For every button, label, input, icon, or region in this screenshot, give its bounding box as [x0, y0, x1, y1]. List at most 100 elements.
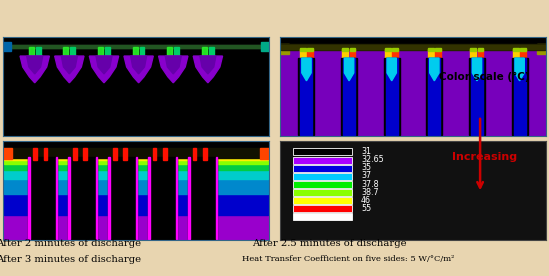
Polygon shape — [124, 56, 153, 83]
Polygon shape — [159, 56, 188, 83]
Polygon shape — [427, 58, 442, 135]
Bar — [216, 157, 217, 239]
Polygon shape — [89, 56, 119, 83]
Bar — [70, 47, 75, 56]
Polygon shape — [200, 56, 216, 74]
Polygon shape — [386, 58, 397, 135]
Text: 46: 46 — [361, 196, 371, 205]
Bar — [73, 148, 76, 160]
Text: After 2 minutes of discharge: After 2 minutes of discharge — [0, 239, 141, 248]
Bar — [4, 158, 268, 160]
Bar — [4, 193, 268, 215]
Bar — [520, 48, 526, 51]
Bar — [470, 49, 476, 58]
Bar — [193, 148, 197, 160]
Bar — [176, 157, 177, 239]
Text: Increasing: Increasing — [452, 152, 517, 162]
Bar — [478, 48, 483, 51]
Bar — [293, 156, 352, 163]
Bar — [96, 157, 97, 239]
Polygon shape — [471, 58, 483, 135]
Bar — [29, 47, 33, 56]
Text: 35: 35 — [361, 163, 371, 172]
Bar — [4, 45, 268, 47]
Bar — [167, 47, 172, 56]
Text: Color scale (°C): Color scale (°C) — [439, 72, 530, 82]
Polygon shape — [300, 58, 312, 135]
Polygon shape — [131, 56, 147, 74]
Bar — [260, 148, 271, 159]
Bar — [139, 47, 144, 56]
Polygon shape — [61, 56, 77, 74]
Bar — [188, 157, 217, 239]
Bar — [133, 47, 138, 56]
Text: 37: 37 — [361, 171, 371, 181]
Bar — [281, 44, 545, 50]
Bar — [281, 48, 545, 135]
Bar — [4, 148, 268, 158]
Bar — [68, 157, 70, 239]
Bar — [148, 157, 177, 239]
Bar — [385, 48, 391, 51]
Bar — [435, 48, 441, 51]
Bar — [4, 170, 268, 179]
Text: Heat Transfer Coefficient on five sides: 5 W/°C/m²: Heat Transfer Coefficient on five sides:… — [243, 255, 455, 263]
Bar — [203, 148, 207, 160]
Bar — [4, 45, 268, 48]
Polygon shape — [515, 58, 524, 81]
Bar — [108, 157, 137, 239]
Polygon shape — [472, 58, 481, 81]
Bar — [2, 148, 12, 159]
Bar — [108, 157, 110, 239]
Bar — [307, 48, 313, 51]
Polygon shape — [430, 58, 439, 81]
Bar — [36, 47, 41, 56]
Bar — [68, 157, 97, 239]
Bar — [293, 205, 352, 212]
Text: 37.8: 37.8 — [361, 180, 379, 189]
Bar — [293, 181, 352, 188]
Polygon shape — [165, 56, 181, 74]
Bar — [293, 148, 352, 155]
Bar — [29, 47, 33, 56]
Bar — [202, 47, 207, 56]
Bar — [392, 48, 398, 51]
Text: 55: 55 — [361, 204, 371, 213]
Bar — [293, 173, 352, 180]
Bar — [478, 49, 483, 58]
Polygon shape — [344, 58, 354, 81]
Polygon shape — [512, 58, 528, 135]
Polygon shape — [27, 56, 43, 74]
Bar — [293, 189, 352, 196]
Bar — [513, 49, 519, 58]
Polygon shape — [428, 58, 440, 135]
Bar — [261, 42, 271, 51]
Bar — [293, 213, 352, 220]
Bar — [56, 157, 57, 239]
Bar — [113, 148, 116, 160]
Polygon shape — [55, 56, 84, 83]
Bar — [124, 148, 127, 160]
Bar — [350, 49, 356, 58]
Bar — [43, 148, 47, 160]
Bar — [4, 179, 268, 193]
Bar — [133, 47, 138, 56]
Polygon shape — [514, 58, 525, 135]
Bar — [513, 48, 519, 51]
Text: 38.7: 38.7 — [361, 188, 379, 197]
Bar — [209, 47, 214, 56]
Bar — [202, 47, 207, 56]
Polygon shape — [384, 58, 400, 135]
Polygon shape — [343, 58, 355, 135]
Bar — [98, 47, 103, 56]
Bar — [307, 49, 313, 58]
Bar — [293, 165, 352, 172]
Bar — [520, 49, 526, 58]
Bar — [2, 42, 11, 51]
Bar — [83, 148, 87, 160]
Polygon shape — [387, 58, 396, 81]
Bar — [4, 215, 268, 239]
Bar — [392, 49, 398, 58]
Bar — [105, 47, 110, 56]
Polygon shape — [20, 56, 49, 83]
